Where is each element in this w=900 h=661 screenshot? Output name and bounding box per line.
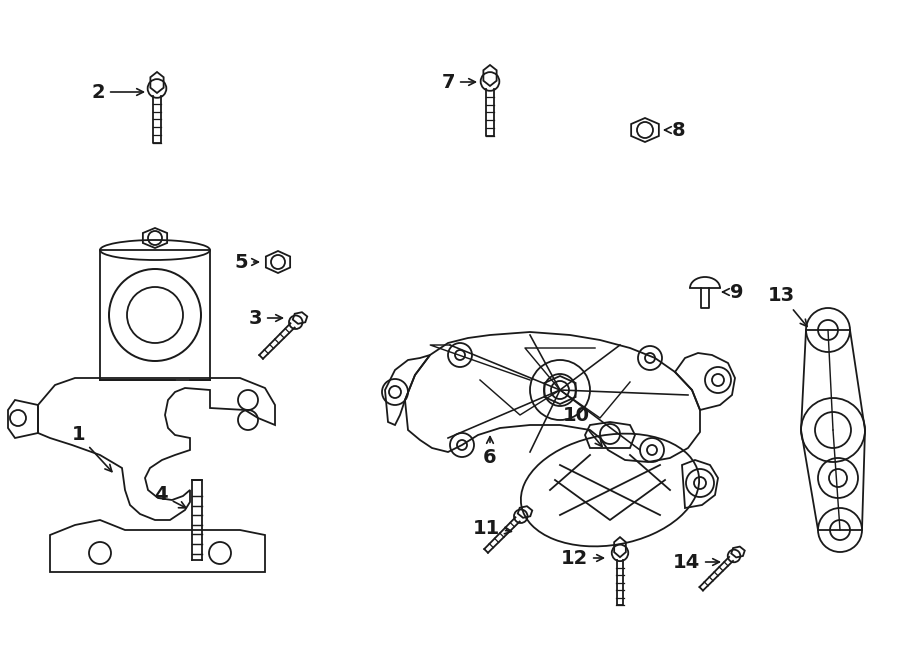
Text: 2: 2 (92, 83, 143, 102)
Text: 12: 12 (561, 549, 603, 568)
Text: 10: 10 (563, 406, 602, 446)
Text: 3: 3 (248, 309, 283, 327)
Text: 1: 1 (71, 426, 112, 471)
Text: 8: 8 (664, 120, 686, 139)
Text: 13: 13 (768, 286, 807, 327)
Text: 4: 4 (155, 485, 186, 508)
Text: 11: 11 (472, 518, 511, 537)
Text: 6: 6 (483, 437, 497, 467)
Text: 7: 7 (442, 73, 475, 91)
Text: 5: 5 (234, 253, 258, 272)
Text: 14: 14 (673, 553, 719, 572)
Text: 9: 9 (723, 282, 743, 301)
